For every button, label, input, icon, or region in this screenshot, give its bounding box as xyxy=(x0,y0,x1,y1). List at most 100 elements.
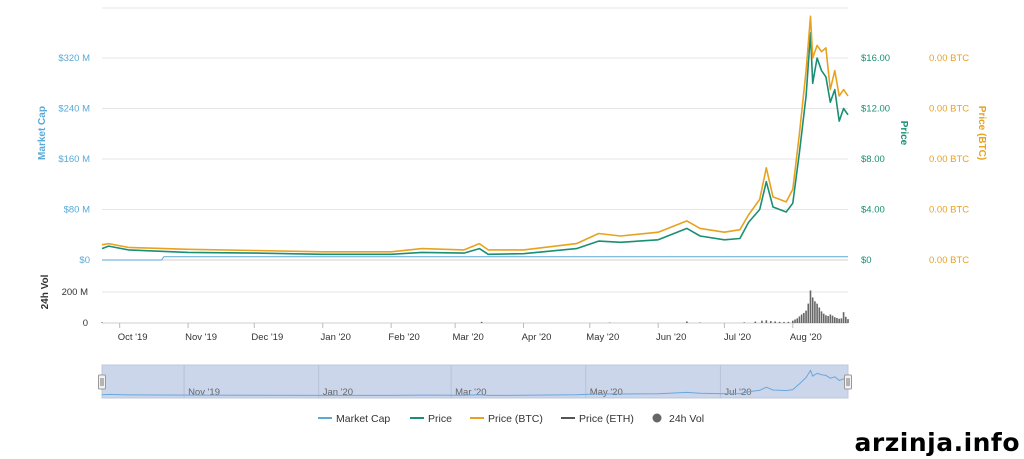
volume-bar xyxy=(842,312,845,323)
navigator-handle[interactable] xyxy=(98,374,106,390)
volume-bar xyxy=(805,310,807,323)
volume-bar xyxy=(814,301,816,323)
market-cap-tick-label: $240 M xyxy=(58,104,90,115)
navigator-label: Jul '20 xyxy=(724,387,751,398)
volume-bar xyxy=(480,321,483,323)
volume-axis: 200 M 0 xyxy=(62,287,88,329)
price-btc-tick-label: 0.00 BTC xyxy=(929,205,969,216)
market-cap-axis-title: Market Cap xyxy=(37,106,48,160)
x-tick-label: Mar '20 xyxy=(452,332,483,343)
volume-bar xyxy=(765,320,768,323)
legend-label: Price (ETH) xyxy=(579,413,634,425)
volume-bar xyxy=(754,321,757,323)
x-tick-label: Aug '20 xyxy=(790,332,822,343)
market-cap-tick-label: $160 M xyxy=(58,154,90,165)
price-tick-label: $16.00 xyxy=(861,53,890,64)
x-axis: Oct '19 Nov '19 Dec '19 Jan '20 Feb '20 Mar '… xyxy=(118,323,822,343)
navigator-series-line xyxy=(101,369,849,396)
volume-bar xyxy=(818,307,821,323)
legend-item[interactable]: Price (ETH) xyxy=(561,413,634,425)
volume-tick-label: 200 M xyxy=(62,287,88,298)
volume-bar xyxy=(838,318,840,323)
volume-bar xyxy=(769,321,772,323)
volume-bar xyxy=(825,315,827,323)
navigator-handle[interactable] xyxy=(844,374,852,390)
series-line-market-cap xyxy=(102,256,848,261)
volume-bar xyxy=(783,322,785,323)
volume-bars xyxy=(101,290,849,323)
price-btc-axis: 0.00 BTC 0.00 BTC 0.00 BTC 0.00 BTC 0.00 BTC xyxy=(929,53,969,266)
volume-bar xyxy=(811,297,814,323)
price-btc-tick-label: 0.00 BTC xyxy=(929,154,969,165)
price-btc-tick-label: 0.00 BTC xyxy=(929,104,969,115)
volume-bar xyxy=(827,316,829,323)
volume-bar xyxy=(101,322,103,323)
x-tick-label: Jun '20 xyxy=(656,332,686,343)
market-cap-tick-label: $0 xyxy=(79,255,90,266)
price-btc-axis-title: Price (BTC) xyxy=(976,106,987,160)
price-axis-title: Price xyxy=(898,121,909,146)
x-tick-label: Oct '19 xyxy=(118,332,148,343)
volume-bar xyxy=(761,320,763,323)
volume-bar xyxy=(796,318,799,323)
volume-bar xyxy=(820,311,823,323)
watermark: arzinja.info xyxy=(854,428,1020,457)
price-tick-label: $4.00 xyxy=(861,205,885,216)
volume-bar xyxy=(844,316,847,323)
volume-bar xyxy=(836,317,838,323)
series-lines xyxy=(101,15,849,261)
volume-bar xyxy=(822,313,825,323)
volume-bar xyxy=(847,319,849,323)
navigator-label: May '20 xyxy=(590,387,623,398)
market-cap-axis: $0 $80 M $160 M $240 M $320 M xyxy=(58,53,90,266)
price-tick-label: $12.00 xyxy=(861,104,890,115)
legend-item[interactable]: Price (BTC) xyxy=(470,413,543,425)
volume-tick-label: 0 xyxy=(83,318,88,329)
price-tick-label: $0 xyxy=(861,255,872,266)
volume-bar xyxy=(743,322,746,323)
volume-bar xyxy=(774,321,776,323)
price-btc-tick-label: 0.00 BTC xyxy=(929,53,969,64)
navigator[interactable]: Nov '19 Jan '20 Mar '20 May '20 Jul '20 xyxy=(98,364,852,399)
x-tick-label: May '20 xyxy=(586,332,619,343)
x-tick-label: Nov '19 xyxy=(185,332,217,343)
legend-item[interactable]: Market Cap xyxy=(318,413,390,425)
navigator-label: Nov '19 xyxy=(188,387,220,398)
volume-bar xyxy=(807,303,810,323)
volume-bar xyxy=(778,321,781,323)
price-axis: $0 $4.00 $8.00 $12.00 $16.00 xyxy=(861,53,890,266)
volume-bar xyxy=(798,316,801,323)
market-cap-tick-label: $320 M xyxy=(58,53,90,64)
series-line-price-btc xyxy=(101,15,849,253)
x-tick-label: Jan '20 xyxy=(321,332,351,343)
volume-bar xyxy=(833,317,836,323)
price-tick-label: $8.00 xyxy=(861,154,885,165)
volume-bar xyxy=(803,312,805,323)
legend-label: Price (BTC) xyxy=(488,413,543,425)
legend[interactable]: Market Cap Price Price (BTC) Price (ETH) 24h… xyxy=(318,413,704,425)
series-line-price xyxy=(101,31,849,256)
volume-bar xyxy=(840,318,843,323)
volume-bar xyxy=(794,319,796,323)
x-tick-label: Apr '20 xyxy=(522,332,552,343)
volume-bar xyxy=(792,320,794,323)
navigator-label: Mar '20 xyxy=(455,387,486,398)
legend-item[interactable]: Price xyxy=(410,413,452,425)
volume-bar xyxy=(829,314,832,323)
legend-item[interactable]: 24h Vol xyxy=(652,413,705,425)
volume-bar xyxy=(809,290,812,323)
price-btc-tick-label: 0.00 BTC xyxy=(929,255,969,266)
volume-bar xyxy=(787,321,790,323)
volume-bar xyxy=(800,314,803,323)
legend-label: Market Cap xyxy=(336,413,390,425)
volume-bar xyxy=(686,321,688,323)
x-tick-label: Jul '20 xyxy=(724,332,751,343)
volume-bar xyxy=(831,315,834,323)
market-cap-tick-label: $80 M xyxy=(64,205,90,216)
x-tick-label: Feb '20 xyxy=(388,332,419,343)
x-tick-label: Dec '19 xyxy=(251,332,283,343)
legend-label: 24h Vol xyxy=(669,413,704,425)
navigator-label: Jan '20 xyxy=(323,387,353,398)
volume-axis-title: 24h Vol xyxy=(40,274,51,309)
